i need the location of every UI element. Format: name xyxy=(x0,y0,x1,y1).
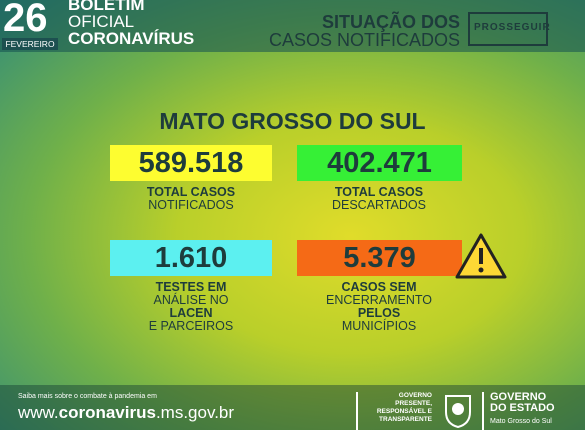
url-part: coronavirus xyxy=(58,403,156,422)
state-name: Mato Grosso do Sul xyxy=(490,418,552,425)
state-emblem xyxy=(445,395,471,428)
situation-line: CASOS NOTIFICADOS xyxy=(268,30,460,50)
label-line: TOTAL CASOS xyxy=(146,185,236,199)
bulletin-line: CORONAVÍRUS xyxy=(68,29,195,48)
bulletin-line: BOLETIM xyxy=(68,0,145,14)
gov: GOVERNO DO ESTADO Mato Grosso do Sul xyxy=(490,392,555,427)
bulletin: BOLETIM OFICIAL CORONAVÍRUS xyxy=(68,0,194,47)
day: 26 xyxy=(3,0,48,40)
gov-line: GOVERNO xyxy=(490,391,547,403)
label-line: MUNICÍPIOS xyxy=(341,319,417,333)
situation: SITUAÇÃO DOS CASOS NOTIFICADOS xyxy=(260,13,460,49)
month: FEVEREIRO xyxy=(2,38,58,50)
footer-note: Saiba mais sobre o combate à pandemia em xyxy=(18,393,157,400)
label-line: LACEN xyxy=(169,306,213,320)
footer-url: www.coronavirus.ms.gov.br xyxy=(18,403,234,423)
card-label: TOTAL CASOS DESCARTADOS xyxy=(294,186,464,212)
card-label: CASOS SEM ENCERRAMENTO PELOS MUNICÍPIOS xyxy=(294,281,464,333)
label-line: NOTIFICADOS xyxy=(148,198,234,212)
card-label: TOTAL CASOS NOTIFICADOS xyxy=(106,186,276,212)
motto: GOVERNO PRESENTE, RESPONSÁVEL E TRANSPAR… xyxy=(364,392,432,424)
warning-icon xyxy=(455,233,507,279)
footer-band xyxy=(0,385,585,430)
card-label: TESTES EM ANÁLISE NO LACEN E PARCEIROS xyxy=(106,281,276,333)
url-part: www. xyxy=(18,403,59,422)
label-line: PELOS xyxy=(357,306,401,320)
label-line: ANÁLISE NO xyxy=(153,293,229,307)
bulletin-line: OFICIAL xyxy=(68,12,135,31)
motto-line: GOVERNO xyxy=(398,392,432,399)
card-value: 5.379 xyxy=(297,240,462,276)
motto-line: RESPONSÁVEL E xyxy=(376,408,432,415)
motto-line: TRANSPARENTE xyxy=(379,416,432,423)
situation-line: SITUAÇÃO DOS xyxy=(321,12,460,32)
label-line: E PARCEIROS xyxy=(148,319,234,333)
url-part: .ms.gov.br xyxy=(155,403,235,422)
divider xyxy=(482,392,484,430)
logo: PROSSEGUIR xyxy=(468,12,550,46)
card-value: 402.471 xyxy=(297,145,462,181)
gov-line: DO ESTADO xyxy=(490,402,555,414)
divider xyxy=(356,392,358,430)
card-value: 1.610 xyxy=(110,240,272,276)
label-line: TOTAL CASOS xyxy=(334,185,424,199)
label-line: DESCARTADOS xyxy=(331,198,426,212)
motto-line: PRESENTE, xyxy=(395,400,432,407)
label-line: CASOS SEM xyxy=(341,280,417,294)
card-value: 589.518 xyxy=(110,145,272,181)
header-band xyxy=(0,0,585,52)
region-title: MATO GROSSO DO SUL xyxy=(159,108,426,134)
label-line: TESTES EM xyxy=(155,280,227,294)
label-line: ENCERRAMENTO xyxy=(325,293,433,307)
